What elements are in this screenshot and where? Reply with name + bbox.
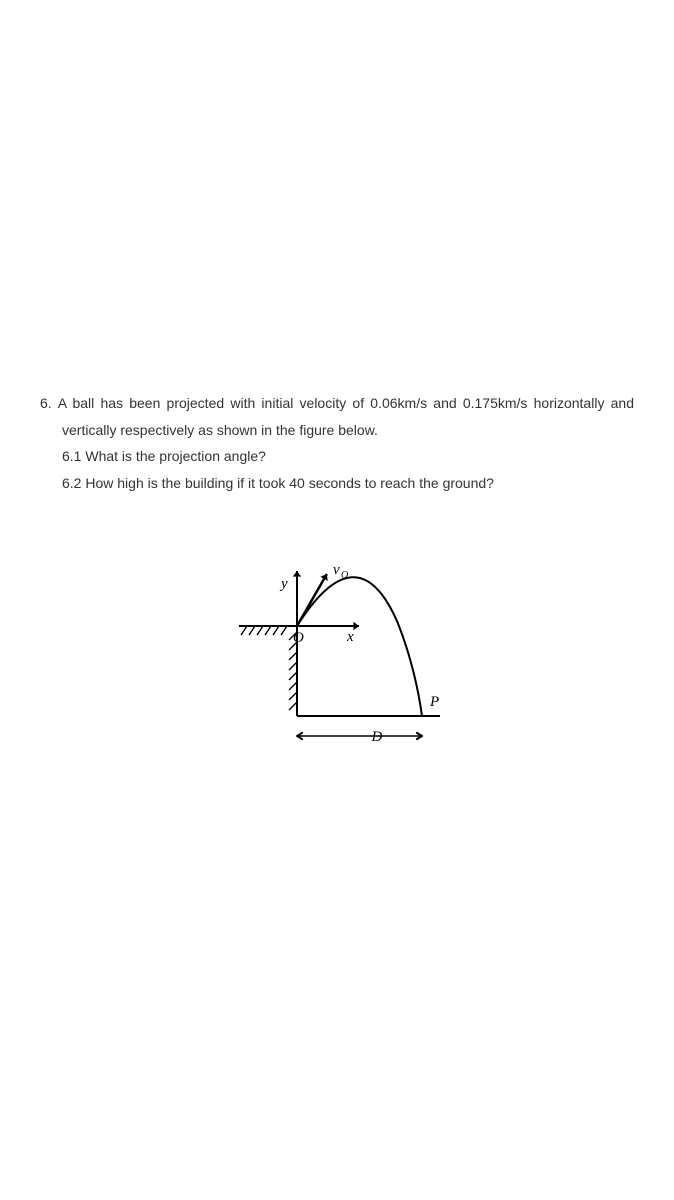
problem-content: 6. A ball has been projected with initial…	[40, 390, 634, 761]
svg-text:D: D	[371, 729, 383, 745]
sub-question-1: 6.1 What is the projection angle?	[62, 443, 634, 470]
subq2-text: How high is the building if it took 40 s…	[85, 475, 494, 491]
subq2-num: 6.2	[62, 475, 81, 491]
figure-container: vOyxOPD	[40, 531, 634, 761]
problem-intro-line: 6.A ball has been projected with initial…	[62, 390, 634, 443]
problem-statement: 6. A ball has been projected with initial…	[40, 390, 634, 496]
subq1-num: 6.1	[62, 448, 81, 464]
svg-text:v: v	[333, 562, 340, 578]
svg-text:x: x	[346, 629, 354, 645]
svg-text:O: O	[293, 630, 304, 646]
question-number: 6.	[40, 395, 52, 411]
problem-intro: A ball has been projected with initial v…	[58, 395, 634, 438]
subq1-text: What is the projection angle?	[85, 448, 266, 464]
svg-text:P: P	[429, 694, 439, 710]
svg-text:O: O	[341, 570, 348, 581]
svg-text:y: y	[279, 576, 288, 592]
sub-question-2: 6.2 How high is the building if it took …	[62, 470, 634, 497]
trajectory-diagram: vOyxOPD	[207, 531, 467, 761]
